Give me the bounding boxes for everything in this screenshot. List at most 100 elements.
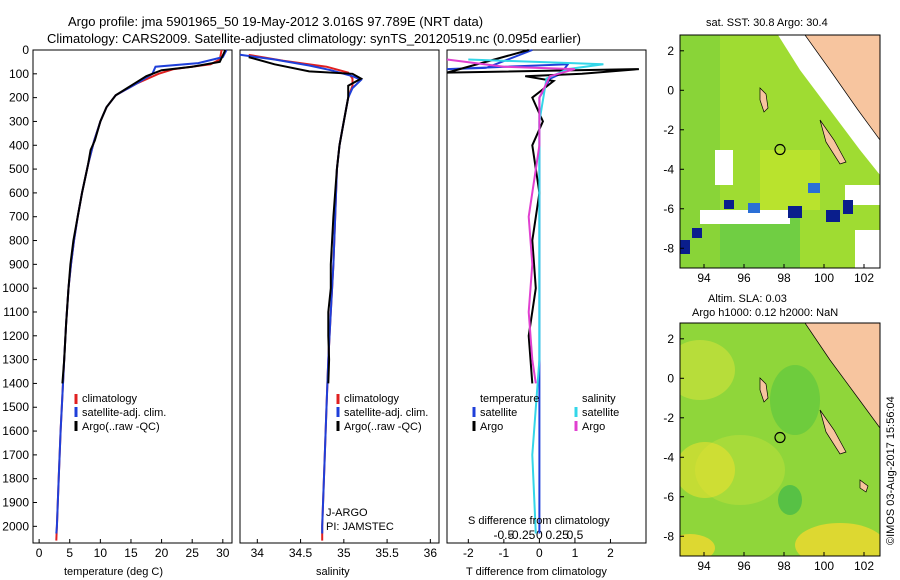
credit-text: ©IMOS 03-Aug-2017 15:56:04: [885, 396, 897, 545]
sla-map-title-1: Altim. SLA: 0.03: [708, 293, 787, 305]
map-ytick-label-3: -4: [663, 450, 674, 464]
map-xtick-label-3: 100: [814, 559, 834, 573]
sst-cloud-3: [845, 185, 880, 205]
sla-heatmap: [680, 323, 880, 556]
sal-legend-clim-label: climatology: [344, 393, 400, 405]
title-line1: Argo profile: jma 5901965_50 19-May-2012…: [68, 14, 483, 29]
sla-patch-6: [770, 365, 820, 435]
sla-patch-1: [680, 340, 735, 400]
sla-patch-7: [778, 485, 802, 515]
series-temperature-argo: [446, 49, 639, 384]
legend-salinity-title: salinity: [582, 393, 616, 405]
sst-cold-8: [843, 200, 853, 214]
sal-legend-argo-label: Argo(..raw -QC): [344, 421, 422, 433]
map-xtick-label-2: 98: [777, 559, 791, 573]
sla-patch-5: [680, 534, 715, 556]
top-tick-label-1: -0.25: [508, 528, 536, 542]
map-ytick-label-5: -8: [663, 529, 674, 543]
sst-island-2: [819, 119, 847, 165]
ytick-label-19: 1900: [2, 496, 29, 510]
ytick-label-13: 1300: [2, 353, 29, 367]
ytick-label-15: 1500: [2, 400, 29, 414]
map-ytick-label-2: -2: [663, 411, 674, 425]
s-difference-label: S difference from climatology: [468, 515, 610, 527]
xtick-label-3: 15: [124, 546, 138, 560]
sst-argo-location-marker: [774, 143, 786, 156]
ytick-label-10: 1000: [2, 281, 29, 295]
xtick-label-1: -1: [499, 546, 510, 560]
sla-patch-3: [680, 442, 735, 498]
sal-legend-sat-label: satellite-adj. clim.: [344, 407, 428, 419]
xtick-label-1: 34.5: [289, 546, 313, 560]
map-ytick-label-0: 2: [667, 44, 674, 58]
ytick-label-3: 300: [9, 114, 29, 128]
map-ytick-label-3: -4: [663, 162, 674, 176]
top-tick-label-0: -0.5: [494, 528, 515, 542]
sla-map-title-2: Argo h1000: 0.12 h2000: NaN: [692, 307, 838, 319]
legend-s-sat-label: satellite: [582, 407, 619, 419]
ytick-label-12: 1200: [2, 329, 29, 343]
ytick-label-5: 500: [9, 162, 29, 176]
salinity-axes-frame: [239, 49, 440, 544]
salinity-series: [239, 53, 364, 541]
sst-cloud-4: [855, 230, 880, 268]
depth-ticks: 0 100 200 300 400 500 600 700 800 900 1000 1100 1200…: [2, 43, 37, 533]
map-ytick-label-5: -8: [663, 241, 674, 255]
ytick-label-7: 700: [9, 210, 29, 224]
ytick-label-2: 200: [9, 91, 29, 105]
difference-series: [446, 49, 639, 534]
map-xtick-label-3: 100: [814, 271, 834, 285]
sst-cloud-2: [715, 150, 733, 185]
sst-map-ticks: 94 96 98 100 102 2 0 -2 -4 -6 -8: [663, 44, 874, 285]
sst-cold-1: [724, 200, 734, 209]
xtick-label-2: 10: [94, 546, 108, 560]
xtick-label-4: 20: [155, 546, 169, 560]
t-difference-ticks: -2 -1 0 1 2: [463, 539, 614, 560]
ytick-label-4: 400: [9, 138, 29, 152]
map-ytick-label-4: -6: [663, 490, 674, 504]
salinity-legend: climatology satellite-adj. clim. Argo(..…: [336, 393, 428, 433]
series-salinity-satellite: [468, 58, 604, 534]
series-temperature-satellite: [446, 49, 570, 534]
xtick-label-6: 30: [216, 546, 230, 560]
top-tick-label-3: 0.25: [545, 528, 569, 542]
map-xtick-label-1: 96: [737, 271, 751, 285]
map-ytick-label-1: 0: [667, 371, 674, 385]
map-ytick-label-1: 0: [667, 83, 674, 97]
sla-argo-location-marker: [774, 431, 786, 444]
xtick-label-3: 1: [572, 546, 579, 560]
legend-t-argo-label: Argo: [480, 421, 503, 433]
sla-island-1: [759, 377, 769, 403]
temperature-legend: climatology satellite-adj. clim. Argo(..…: [74, 393, 166, 433]
salinity-ticks: 34 34.5 35 35.5 36: [251, 539, 438, 560]
top-tick-label-2: 0: [536, 528, 543, 542]
xtick-label-2: 35: [337, 546, 351, 560]
temperature-panel: 0100200300400500600700800900100011001200…: [2, 43, 233, 578]
sla-patch-4: [795, 523, 880, 556]
series-argo-raw-qc-: [61, 49, 227, 384]
ytick-label-0: 0: [22, 43, 29, 57]
series-climatology: [55, 49, 223, 541]
xtick-label-1: 5: [66, 546, 73, 560]
series-climatology: [248, 53, 354, 541]
sla-map-panel: Altim. SLA: 0.03 Argo h1000: 0.12 h2000:…: [663, 293, 881, 573]
sst-heatmap: [680, 35, 880, 268]
xtick-label-0: -2: [463, 546, 474, 560]
ytick-label-18: 1800: [2, 472, 29, 486]
legend-t-sat-label: satellite: [480, 407, 517, 419]
difference-panel: -2 -1 0 1 2 -0.5-0.25 0 0.250.5 S difference f…: [446, 49, 647, 578]
map-xtick-label-4: 102: [854, 559, 874, 573]
legend-s-argo-label: Argo: [582, 421, 605, 433]
xtick-label-4: 36: [424, 546, 438, 560]
xtick-label-2: 0: [536, 546, 543, 560]
map-ytick-label-0: 2: [667, 332, 674, 346]
temperature-series: [55, 49, 228, 541]
map-xtick-label-1: 96: [737, 559, 751, 573]
sst-patch-center: [760, 150, 820, 210]
salinity-panel: 34 34.5 35 35.5 36 salinity climatology sate…: [239, 49, 440, 578]
sst-sumatra: [804, 35, 880, 141]
legend-sat-label: satellite-adj. clim.: [82, 407, 166, 419]
sst-cold-7: [692, 228, 702, 238]
sst-cold-5: [826, 210, 840, 222]
